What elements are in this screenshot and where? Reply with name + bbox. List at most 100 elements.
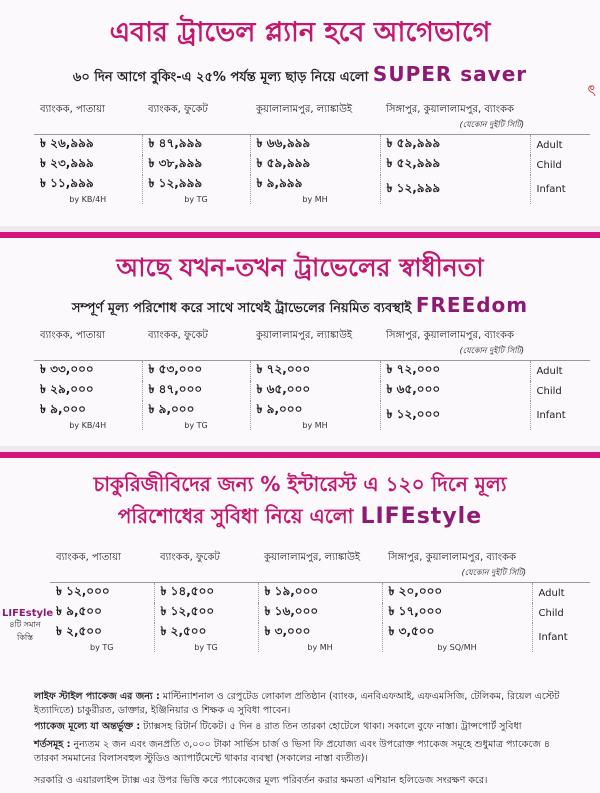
pax-label: Infant xyxy=(538,632,568,643)
fare-value: ৳ ২,৫০০ xyxy=(56,624,102,638)
fare-cell: ৳ ৯,০০০ by MH xyxy=(250,401,381,430)
table-header-row: ব্যাংকক, পাতায়া ব্যাংকক, ফুকেট কুয়ালাল… xyxy=(50,548,590,583)
fare-cell: ৳ ১৬,০০০ xyxy=(258,603,383,623)
handwritten-mark: ৎ xyxy=(587,81,596,100)
fare-cell: ৳ ৭২,০০০ xyxy=(250,360,381,381)
fare-cell: ৳ ১২,৯৯৯ xyxy=(380,175,531,204)
route-header: সিঙ্গাপুর, কুয়ালালামপুর, ব্যাংকক (যেকোন … xyxy=(382,548,532,583)
fare-cell: ৳ ১২,০০০ xyxy=(50,582,155,603)
eligibility-label: লাইফ স্টাইল প্যাকেজ এর জন্য : xyxy=(34,691,160,702)
carrier-label: by KB/4H xyxy=(69,421,107,430)
lifestyle-logo: LIFEstyle xyxy=(360,504,483,529)
pax-label: Infant xyxy=(536,410,566,421)
route-note: (যেকোন দুইটি সিটি) xyxy=(459,346,524,355)
section2-subtitle: সম্পূর্ণ মূল্য পরিশোধ করে সাথে সাথেই ট্র… xyxy=(0,293,600,320)
fare-value: ৳ ৩,৫০০ xyxy=(388,624,435,638)
section3-title-line2-text: পরিশোধের সুবিধা নিয়ে এলো xyxy=(117,504,354,528)
pax-label: Adult xyxy=(538,587,565,599)
fare-value: ৳ ৯,০০০ xyxy=(148,402,195,416)
table-row: ৳ ২৩,৯৯৯ ৳ ৩৮,৯৯৯ ৳ ৫৯,৯৯৯ ৳ ৫২,৯৯৯ Chil… xyxy=(34,155,590,175)
table-row: ৳ ২৬,৯৯৯ ৳ ৪৭,৯৯৯ ৳ ৬৬,৯৯৯ ৳ ৫৯,৯৯৯ Adul… xyxy=(34,134,590,155)
eligibility-note: লাইফ স্টাইল প্যাকেজ এর জন্য : মাল্টিন্যা… xyxy=(34,690,574,718)
fare-value: ৳ ১২,৯৯৯ xyxy=(386,180,441,195)
fare-cell: ৳ ১২,০০০ xyxy=(380,401,531,430)
conditions-note: শর্তসমূহ : নুন্যতম ২ জন এবং জনপ্রতি ৩,০০… xyxy=(34,738,574,766)
table-row: ৳ ২৯,০০০ ৳ ৪৭,০০০ ৳ ৬৫,০০০ ৳ ৬৫,০০০ Chil… xyxy=(34,381,590,401)
lifestyle-side-logo: LIFEstyle xyxy=(2,608,54,619)
route-header: কুয়ালালামপুর, ল্যাঙ্কাউই xyxy=(250,100,380,135)
inclusions-note: প্যাকেজ মূল্যে যা অন্তর্ভুক্ত : ট্যাক্সস… xyxy=(34,720,574,734)
fare-cell: ৳ ২৯,০০০ xyxy=(34,381,143,401)
route-header: সিঙ্গাপুর, কুয়ালালামপুর, ব্যাংকক (যেকোন … xyxy=(380,326,530,361)
fare-cell: ৳ ৫৩,০০০ xyxy=(142,360,251,381)
route-header: কুয়ালালামপুর, ল্যাঙ্কাউই xyxy=(250,326,380,361)
carrier-label: by TG xyxy=(90,643,114,652)
conditions-text: নুন্যতম ২ জন এবং জনপ্রতি ৩,০০০ টাকা সার্… xyxy=(34,739,550,764)
pax-label: Child xyxy=(536,385,562,397)
route-note: (যেকোন দুইটি সিটি) xyxy=(461,568,526,577)
fare-cell: ৳ ২,৫০০ by TG xyxy=(50,623,155,652)
freedom-fare-table: ব্যাংকক, পাতায়া ব্যাংকক, ফুকেট কুয়ালাল… xyxy=(34,326,590,430)
route-header: ব্যাংকক, পাতায়া xyxy=(34,326,142,361)
fare-cell: ৳ ৯,৫০০ xyxy=(50,603,155,623)
freedom-logo: FREEdom xyxy=(415,293,529,317)
fare-cell: ৳ ৩,০০০ by MH xyxy=(258,623,383,652)
fare-value: ৳ ৩,০০০ xyxy=(264,624,311,638)
fare-value: ৳ ১২,৯৯৯ xyxy=(148,176,203,190)
table-row: ৳ ১২,০০০ ৳ ১৪,৫০০ ৳ ১৯,০০০ ৳ ২০,০০০ Adul… xyxy=(50,582,590,603)
pax-header xyxy=(530,326,590,361)
fare-cell: ৳ ৬৬,৯৯৯ xyxy=(250,134,381,155)
inclusions-text: ট্যাক্সসহ রিটার্ন টিকেট। ৫ দিন ৪ রাত তিন… xyxy=(143,721,522,732)
table-row: ৳ ২,৫০০ by TG ৳ ২,৫০০ by TG ৳ ৩,০০০ by MH ৳… xyxy=(50,623,590,652)
conditions-label: শর্তসমূহ : xyxy=(34,739,71,750)
fare-cell: ৳ ১৭,০০০ xyxy=(382,603,533,623)
route-header: কুয়ালালামপুর, ল্যাঙ্কাউই xyxy=(258,548,382,583)
fare-cell: ৳ ২০,০০০ xyxy=(382,582,533,603)
super-saver-section: এবার ট্রাভেল প্ল্যান হবে আগেভাগে ৬০ দিন … xyxy=(0,0,600,226)
fare-value: ৳ ৯,০০০ xyxy=(40,402,86,416)
fare-value: ৳ ৯,৯৯৯ xyxy=(256,176,303,190)
eligibility-text: মাল্টিন্যাশনাল ও রেপুটেড লোকাল প্রতিষ্ঠা… xyxy=(34,691,560,716)
route-header: ব্যাংকক, ফুকেট xyxy=(154,548,258,583)
section2-title: আছে যখন-তখন ট্রাভেলের স্বাধীনতা xyxy=(116,253,484,282)
pax-header xyxy=(532,548,590,583)
fare-cell: ৳ ১৪,৫০০ xyxy=(154,582,259,603)
fare-cell: ৳ ১২,৫০০ xyxy=(154,603,259,623)
section1-subtitle: ৬০ দিন আগে বুকিং-এ ২৫% পর্যন্ত মূল্য ছাড… xyxy=(0,62,600,89)
route-note: (যেকোন দুইটি সিটি) xyxy=(459,120,524,129)
fare-cell: ৳ ৫৯,৯৯৯ xyxy=(380,134,531,155)
fare-cell: ৳ ৫৯,৯৯৯ xyxy=(250,155,381,175)
section1-subtitle-text: ৬০ দিন আগে বুকিং-এ ২৫% পর্যন্ত মূল্য ছাড… xyxy=(72,70,369,85)
fare-value: ৳ ৯,০০০ xyxy=(256,402,303,416)
route-header: ব্যাংকক, পাতায়া xyxy=(34,100,142,135)
table-row: ৳ ৩৩,০০০ ৳ ৫৩,০০০ ৳ ৭২,০০০ ৳ ৭২,০০০ Adul… xyxy=(34,360,590,381)
fare-value: ৳ ১১,৯৯৯ xyxy=(40,176,94,190)
fare-value: ৳ ১২,০০০ xyxy=(386,406,441,421)
fare-cell: ৳ ২৬,৯৯৯ xyxy=(34,134,143,155)
fare-cell: ৳ ১৯,০০০ xyxy=(258,582,383,603)
fare-cell: ৳ ৫২,৯৯৯ xyxy=(380,155,531,175)
pax-label: Child xyxy=(536,159,562,171)
route-header: সিঙ্গাপুর, কুয়ালালামপুর, ব্যাংকক (যেকোন … xyxy=(380,100,530,135)
carrier-label: by KB/4H xyxy=(69,195,107,204)
carrier-label: by SQ/MH xyxy=(437,643,477,652)
tax-note: সরকারি ও এয়ারলাইন্স ট্যাক্স এর উপর ভিত্… xyxy=(34,775,488,786)
pax-header xyxy=(530,100,590,135)
fare-cell: ৳ ১২,৯৯৯ by TG xyxy=(142,175,251,204)
carrier-label: by MH xyxy=(302,195,328,204)
route-header: ব্যাংকক, ফুকেট xyxy=(142,326,250,361)
pax-label: Adult xyxy=(536,365,563,377)
fare-cell: ৳ ৩৩,০০০ xyxy=(34,360,143,381)
route-header-text: সিঙ্গাপুর, কুয়ালালামপুর, ব্যাংকক xyxy=(386,330,514,341)
table-row: ৳ ১১,৯৯৯ by KB/4H ৳ ১২,৯৯৯ by TG ৳ ৯,৯৯৯ by… xyxy=(34,175,590,204)
table-header-row: ব্যাংকক, পাতায়া ব্যাংকক, ফুকেট কুয়ালাল… xyxy=(34,100,590,135)
carrier-label: by TG xyxy=(194,643,218,652)
fare-cell: ৳ ৪৭,০০০ xyxy=(142,381,251,401)
inclusions-label: প্যাকেজ মূল্যে যা অন্তর্ভুক্ত : xyxy=(34,721,141,732)
carrier-label: by TG xyxy=(184,421,208,430)
fare-cell: ৳ ৬৫,০০০ xyxy=(250,381,381,401)
fare-cell: ৳ ৩,৫০০ by SQ/MH xyxy=(382,623,533,652)
fare-cell: ৳ ২,৫০০ by TG xyxy=(154,623,259,652)
fare-value: ৳ ২,৫০০ xyxy=(160,624,207,638)
super-saver-logo: SUPER saver xyxy=(372,62,528,86)
